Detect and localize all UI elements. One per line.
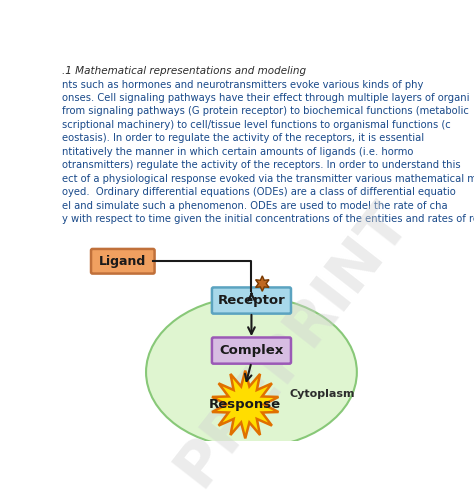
Text: y with respect to time given the initial concentrations of the entities and rate: y with respect to time given the initial… (62, 214, 474, 224)
Text: Response: Response (209, 398, 281, 411)
Text: eostasis). In order to regulate the activity of the receptors, it is essential: eostasis). In order to regulate the acti… (62, 133, 424, 143)
FancyBboxPatch shape (91, 249, 155, 274)
Text: PREPRINT: PREPRINT (164, 192, 420, 496)
Text: el and simulate such a phenomenon. ODEs are used to model the rate of cha: el and simulate such a phenomenon. ODEs … (62, 201, 447, 211)
Text: otransmitters) regulate the activity of the receptors. In order to understand th: otransmitters) regulate the activity of … (62, 160, 460, 171)
Text: nts such as hormones and neurotransmitters evoke various kinds of phy: nts such as hormones and neurotransmitte… (62, 79, 423, 90)
Ellipse shape (146, 297, 357, 447)
Text: ect of a physiological response evoked via the transmitter various mathematical : ect of a physiological response evoked v… (62, 174, 474, 184)
Text: .1 Mathematical representations and modeling: .1 Mathematical representations and mode… (62, 65, 306, 76)
Text: from signaling pathways (G protein receptor) to biochemical functions (metabolic: from signaling pathways (G protein recep… (62, 107, 468, 117)
FancyBboxPatch shape (212, 337, 291, 364)
Text: oyed.  Ordinary differential equations (ODEs) are a class of differential equati: oyed. Ordinary differential equations (O… (62, 187, 456, 197)
Text: ntitatively the manner in which certain amounts of ligands (i.e. hormo: ntitatively the manner in which certain … (62, 147, 413, 157)
Text: Receptor: Receptor (218, 294, 285, 307)
Text: onses. Cell signaling pathways have their effect through multiple layers of orga: onses. Cell signaling pathways have thei… (62, 93, 469, 103)
Polygon shape (255, 276, 269, 291)
FancyBboxPatch shape (212, 288, 291, 313)
Text: Complex: Complex (219, 344, 283, 357)
Text: Cytoplasm: Cytoplasm (290, 389, 356, 399)
Polygon shape (212, 371, 279, 438)
Text: scriptional machinery) to cell/tissue level functions to organismal functions (c: scriptional machinery) to cell/tissue le… (62, 120, 450, 130)
Text: Ligand: Ligand (99, 255, 146, 268)
